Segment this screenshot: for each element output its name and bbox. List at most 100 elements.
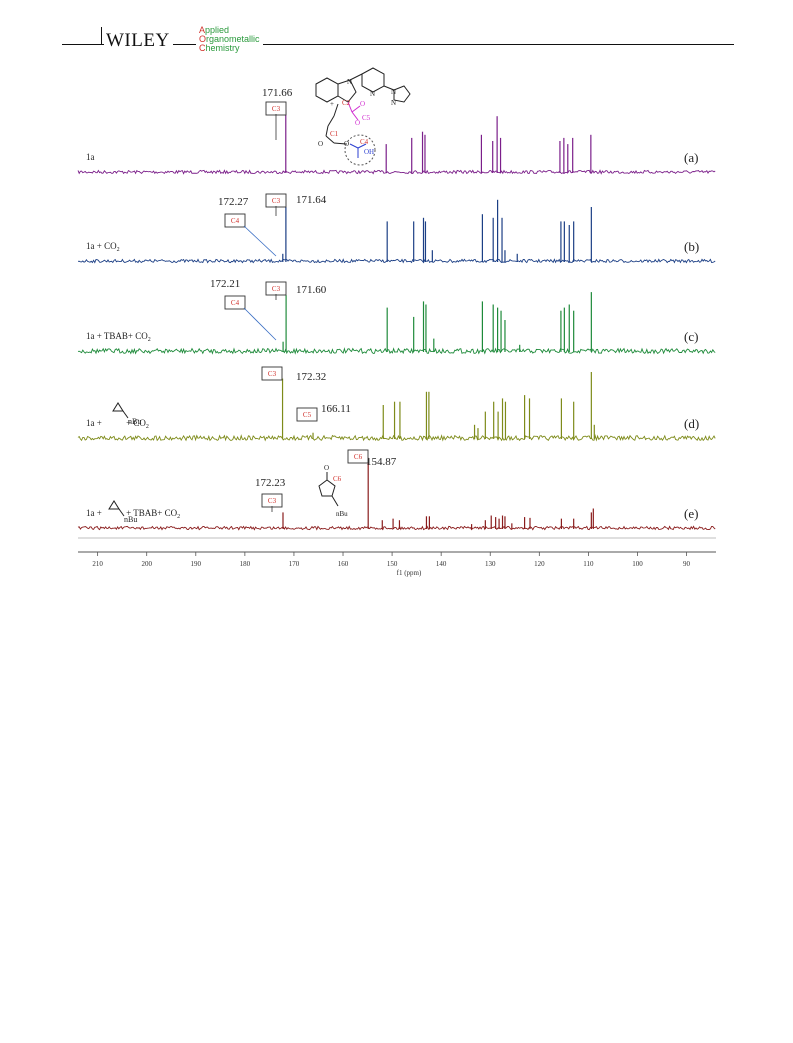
labels-layer: (a) 1a (b) 1a + CO2 (c) 1a + TBAB+ CO2 (d) 1a +… xyxy=(86,87,699,521)
bond-acid-1 xyxy=(349,143,359,149)
epoxide-d xyxy=(112,402,129,419)
carbon-box-c-1: C3 xyxy=(265,281,287,296)
atom-o-c5: O xyxy=(355,119,360,127)
journal-line-1: Applied xyxy=(199,25,230,35)
carbon-box-b-1: C3 xyxy=(265,193,287,208)
tick-label-200: 200 xyxy=(141,560,152,568)
peak-value-d-1: 166.11 xyxy=(321,403,351,415)
atom-n2: N xyxy=(370,90,375,98)
atom-n1: N xyxy=(347,78,352,86)
carbonate-o-top: O xyxy=(324,464,329,472)
bond-chain-4 xyxy=(325,135,335,144)
tick-label-120: 120 xyxy=(534,560,545,568)
peak-value-c-1: 171.60 xyxy=(296,284,327,296)
header-tick xyxy=(101,27,102,45)
epoxide-d-nbu: nBu xyxy=(128,417,141,426)
atom-c4: C4 xyxy=(360,138,369,146)
tick-label-100: 100 xyxy=(632,560,643,568)
carbon-box-d-1: C5 xyxy=(296,407,318,422)
baseline-b xyxy=(77,258,716,264)
tick-label-140: 140 xyxy=(436,560,447,568)
baseline-a xyxy=(77,169,716,175)
carbon-box-e-1: C6 xyxy=(347,449,369,464)
imidazole-ring xyxy=(337,79,357,103)
baseline-c xyxy=(77,347,716,355)
carbon-label-c-1: C3 xyxy=(272,285,281,293)
bond-c2-o xyxy=(351,105,361,113)
peak-value-a-0: 171.66 xyxy=(262,87,293,99)
peak-value-b-0: 172.27 xyxy=(218,196,249,208)
carbon-box-d-0: C3 xyxy=(261,366,283,381)
epoxide-e xyxy=(108,500,125,517)
spectrum-b xyxy=(77,199,716,264)
tick-label-150: 150 xyxy=(387,560,398,568)
tick-label-170: 170 xyxy=(289,560,300,568)
journal-line-3: Chemistry xyxy=(199,43,240,53)
connector-b-2 xyxy=(243,225,277,257)
connector-c-4 xyxy=(243,307,277,341)
peak-value-d-0: 172.32 xyxy=(296,371,326,383)
sample-label-a: 1a xyxy=(86,152,95,162)
carbon-box-e-0: C3 xyxy=(261,493,283,508)
panel-label-a: (a) xyxy=(684,150,698,165)
bond-chain-1 xyxy=(333,103,339,117)
carbon-label-d-0: C3 xyxy=(268,370,277,378)
spectrum-d xyxy=(77,372,716,442)
peak-value-e-1: 154.87 xyxy=(366,456,397,468)
tick-label-110: 110 xyxy=(583,560,594,568)
atom-charge: + xyxy=(330,100,334,108)
benzo-ring xyxy=(315,77,339,103)
spectrum-a xyxy=(77,110,716,175)
carbon-label-a-0: C3 xyxy=(272,105,281,113)
spectrum-c xyxy=(77,292,716,355)
epoxide-d-ring xyxy=(112,402,124,412)
sample-label-e: 1a + + TBAB+ CO2 xyxy=(86,508,180,520)
cyclic-carbonate xyxy=(318,472,339,507)
carbon-label-e-1: C6 xyxy=(354,453,363,461)
bond-ester xyxy=(333,142,347,145)
x-axis-label: f1 (ppm) xyxy=(397,569,422,577)
bond-acid-3 xyxy=(357,143,367,149)
baseline-e xyxy=(77,525,716,531)
carbon-box-b-0: C4 xyxy=(224,213,246,228)
carbon-label-b-1: C3 xyxy=(272,197,281,205)
carbonate-nbu: nBu xyxy=(336,510,348,518)
tick-label-130: 130 xyxy=(485,560,496,568)
spectrum-e xyxy=(77,457,716,531)
epoxide-e-ring xyxy=(108,500,120,510)
atom-c2: C2 xyxy=(342,99,351,107)
bond-chain-3 xyxy=(325,125,329,137)
tick-label-210: 210 xyxy=(92,560,103,568)
epoxide-e-chain xyxy=(118,508,125,517)
pyridine-ring xyxy=(361,67,385,93)
x-axis: 210 200 190 180 170 160 150 140 130 120 110 100 90 f… xyxy=(78,537,716,577)
sample-label-b: 1a + CO2 xyxy=(86,241,120,253)
carbon-label-b-0: C4 xyxy=(231,217,240,225)
carbonate-labels: O C6 nBu xyxy=(324,464,348,518)
carbon-box-a-0: C3 xyxy=(265,101,287,116)
atom-o-c2: O xyxy=(360,100,365,108)
bond-n-pyridine xyxy=(349,73,363,81)
carbonate-c6: C6 xyxy=(333,475,342,483)
bond-pyridine-pyrazole xyxy=(383,85,395,91)
atom-c5: C5 xyxy=(362,114,371,122)
atom-n3: N xyxy=(391,88,396,96)
acid-highlight-circle xyxy=(344,134,376,166)
carbon-label-d-1: C5 xyxy=(303,411,312,419)
sample-label-d: 1a + + CO2 xyxy=(86,418,149,430)
baseline-d xyxy=(77,434,716,442)
ligand-structure xyxy=(315,67,411,166)
peak-value-c-0: 172.21 xyxy=(210,278,240,290)
carbonate-ring xyxy=(318,479,336,497)
panel-label-b: (b) xyxy=(684,239,699,254)
panel-label-e: (e) xyxy=(684,506,698,521)
header-rule xyxy=(62,44,734,45)
tick-label-90: 90 xyxy=(683,560,691,568)
axis-ticks: 210 200 190 180 170 160 150 140 130 120 110 100 90 xyxy=(92,552,691,568)
atom-n4: N xyxy=(391,99,396,107)
carbon-label-c-0: C4 xyxy=(231,299,240,307)
pyrazole-ring xyxy=(393,85,411,103)
atom-c1: C1 xyxy=(330,130,339,138)
peak-value-e-0: 172.23 xyxy=(255,477,286,489)
